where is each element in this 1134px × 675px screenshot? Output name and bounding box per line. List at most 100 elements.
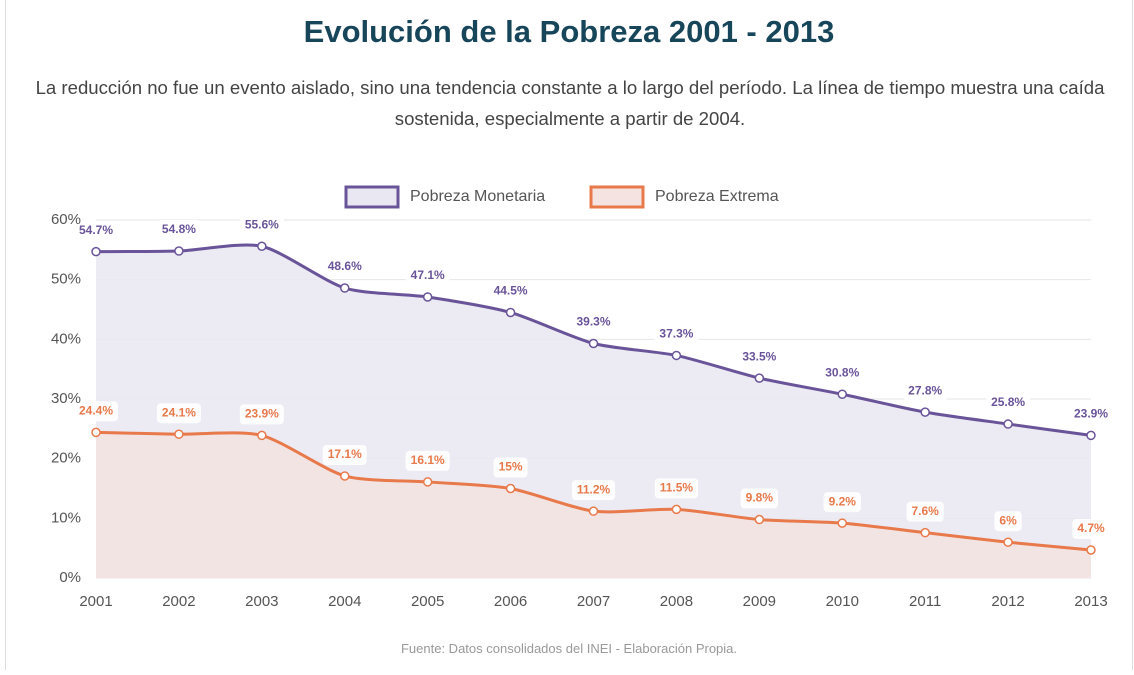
point [920, 407, 930, 417]
value-label: 55.6% [245, 217, 279, 231]
value-label-bg [73, 401, 119, 422]
point [920, 527, 930, 538]
value-label: 37.3% [659, 327, 693, 341]
x-tick-label: 2010 [826, 593, 859, 610]
legend-label: Pobreza Monetaria [410, 188, 545, 205]
value-label: 6% [999, 513, 1017, 527]
value-label-bg [73, 220, 119, 241]
value-label-bg [737, 347, 782, 368]
y-tick-label: 50% [51, 271, 81, 288]
value-label: 24.1% [162, 405, 196, 419]
x-tick-label: 2002 [162, 593, 195, 610]
point [1086, 430, 1096, 441]
legend-swatch [589, 185, 645, 209]
point [754, 514, 765, 525]
x-tick-label: 2009 [743, 593, 776, 610]
value-label: 54.7% [79, 223, 113, 237]
value-label-bg [820, 363, 865, 384]
value-label: 33.5% [742, 349, 776, 363]
point [91, 427, 101, 438]
value-label: 11.5% [660, 481, 694, 495]
value-label-bg [156, 220, 201, 241]
x-tick-label: 2003 [245, 593, 278, 610]
value-label-bg [1072, 518, 1110, 539]
value-label-bg [654, 324, 699, 345]
point [505, 483, 516, 494]
point [340, 283, 350, 293]
point [422, 292, 433, 302]
point [671, 504, 682, 515]
value-label: 9.8% [746, 491, 774, 505]
chart-title: Evolución de la Pobreza 2001 - 2013 [303, 14, 835, 49]
value-label: 17.1% [328, 447, 362, 461]
value-label-bg [405, 265, 450, 286]
y-tick-label: 10% [51, 509, 81, 526]
value-label-bg [493, 457, 528, 478]
value-label-bg [740, 488, 779, 509]
value-label: 7.6% [911, 504, 939, 518]
value-label: 39.3% [576, 315, 610, 329]
point [257, 241, 267, 252]
value-label-bg [322, 257, 367, 278]
value-label: 9.2% [829, 494, 857, 508]
value-label-bg [654, 478, 699, 499]
point [340, 471, 350, 481]
x-tick-label: 2012 [991, 593, 1024, 610]
point [91, 246, 101, 257]
point [837, 389, 847, 399]
value-label: 25.8% [991, 395, 1025, 409]
x-tick-label: 2006 [494, 593, 527, 610]
value-label: 11.2% [577, 482, 611, 496]
point [588, 338, 599, 349]
point [505, 307, 516, 318]
point [588, 506, 599, 516]
chart-card: Evolución de la Pobreza 2001 - 2013 La r… [5, 0, 1133, 670]
value-label: 23.9% [1074, 407, 1108, 421]
value-label-bg [156, 403, 201, 424]
value-label-bg [571, 480, 616, 501]
x-tick-label: 2004 [328, 593, 361, 610]
x-tick-label: 2001 [79, 593, 112, 610]
x-tick-label: 2007 [577, 593, 610, 610]
value-label: 54.8% [162, 222, 196, 236]
value-label-bg [903, 381, 948, 402]
point [837, 518, 847, 528]
value-label-bg [994, 511, 1022, 532]
value-label: 44.5% [494, 284, 528, 298]
value-label: 27.8% [908, 383, 942, 397]
value-label: 48.6% [328, 259, 362, 273]
value-label-bg [986, 393, 1031, 414]
point [174, 246, 184, 256]
value-label: 47.1% [411, 268, 445, 282]
value-label: 24.4% [79, 404, 113, 418]
value-label-bg [239, 215, 284, 236]
x-tick-label: 2011 [909, 593, 941, 610]
y-tick-label: 60% [51, 211, 81, 228]
value-label-bg [322, 444, 367, 465]
chart: 54.7% 54.8% 55.6% 48.6% 47.1% 44.5% 39.3% 37.3%… [51, 185, 1114, 610]
x-tick-label: 2013 [1074, 593, 1107, 610]
area [96, 432, 1091, 578]
value-label-bg [823, 492, 861, 513]
value-label-bg [239, 404, 284, 425]
source-note: Fuente: Datos consolidados del INEI - El… [400, 641, 738, 656]
legend-swatch [344, 185, 400, 209]
legend-label: Pobreza Extrema [655, 188, 779, 205]
point [174, 429, 184, 439]
value-label-bg [405, 450, 450, 471]
value-label: 30.8% [825, 365, 859, 379]
chart-subtitle: La reducción no fue un evento aislado, s… [35, 77, 1105, 129]
value-label: 23.9% [245, 407, 279, 421]
value-labels: 54.7% 54.8% 55.6% 48.6% 47.1% 44.5% 39.3% 37.3%… [73, 215, 1114, 539]
point [257, 430, 267, 441]
point [422, 477, 433, 487]
y-tick-label: 0% [59, 569, 81, 586]
y-tick-label: 40% [51, 330, 81, 347]
value-label-bg [906, 501, 944, 522]
value-label: 4.7% [1077, 521, 1105, 535]
point [754, 373, 765, 383]
value-label-bg [571, 312, 616, 333]
point [1086, 545, 1096, 555]
x-tick-label: 2005 [411, 593, 444, 610]
value-label: 15% [499, 460, 523, 474]
